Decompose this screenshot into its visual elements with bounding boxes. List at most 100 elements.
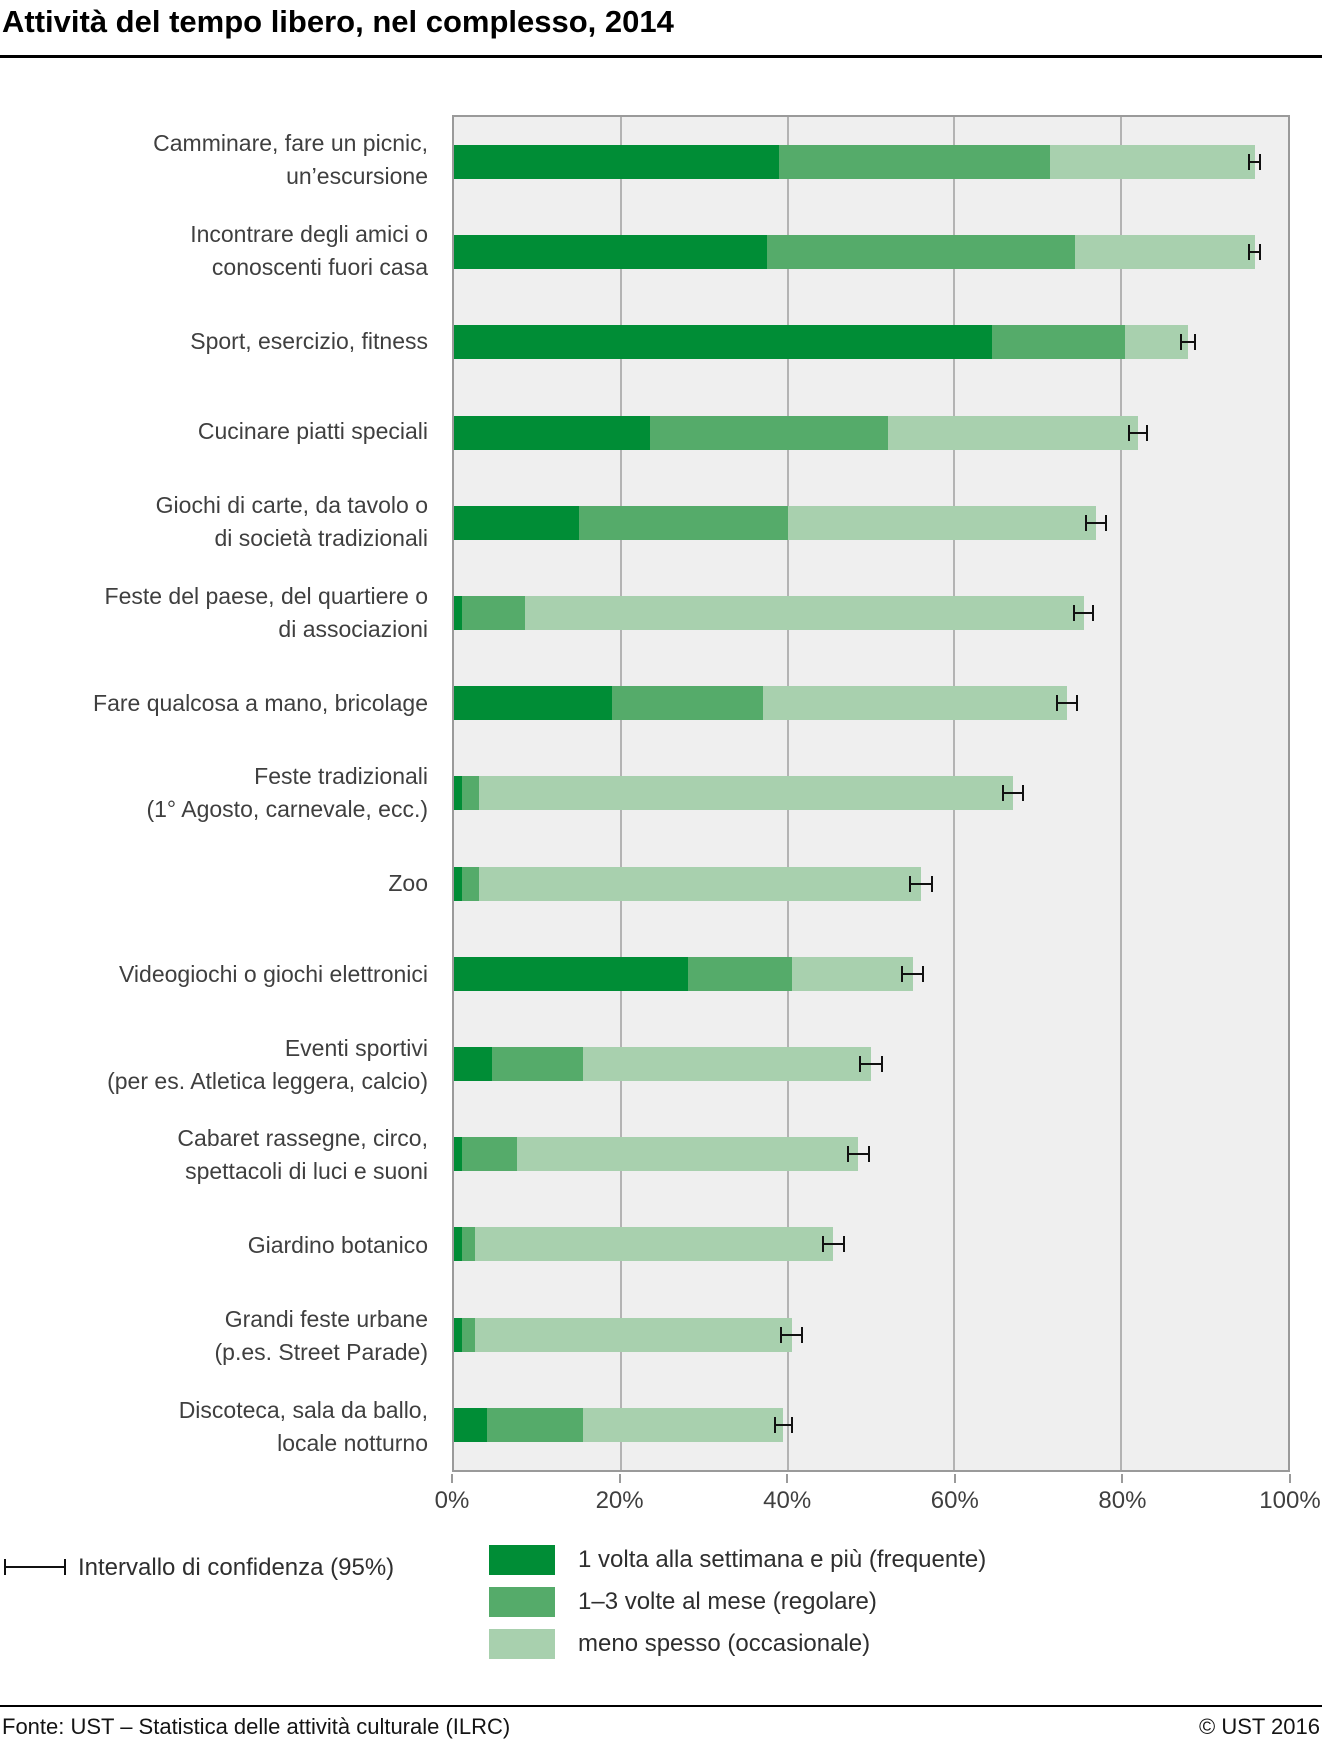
bar-segment-occasionale (762, 686, 1067, 721)
ci-whisker (1085, 514, 1107, 531)
ci-whisker (859, 1056, 883, 1073)
bar-segment-occasionale (524, 596, 1084, 631)
bar-segment-occasionale (479, 866, 922, 901)
category-label: Videogiochi o giochi elettronici (0, 929, 440, 1019)
bar-row (454, 1109, 1288, 1199)
legend-label-frequente: 1 volta alla settimana e più (frequente) (578, 1546, 987, 1573)
bar-segment-occasionale (583, 1047, 871, 1082)
bar-segment-occasionale (583, 1407, 784, 1442)
ci-whisker (1001, 785, 1024, 802)
bar-segment-frequente (454, 956, 688, 991)
bar-segment-frequente (454, 866, 463, 901)
bar-segment-regolare (462, 776, 479, 811)
category-label-line: Giochi di carte, da tavolo o (155, 492, 428, 519)
bar-segment-regolare (991, 325, 1126, 360)
bar-row (454, 117, 1288, 207)
category-label-line: Zoo (388, 870, 428, 897)
bar-segment-frequente (454, 1137, 463, 1172)
legend-swatch-occasionale (489, 1629, 555, 1659)
footer-source: Fonte: UST – Statistica delle attività c… (2, 1714, 511, 1739)
bar-row (454, 297, 1288, 387)
bar-row (454, 1019, 1288, 1109)
x-axis-tick (1289, 1474, 1291, 1483)
bar-segment-occasionale (474, 1227, 834, 1262)
bar-segment-occasionale (474, 1317, 792, 1352)
bar-row (454, 1199, 1288, 1289)
bar-row (454, 748, 1288, 838)
stacked-bar (454, 505, 1288, 540)
category-label: Cabaret rassegne, circo, spettacoli di lu… (0, 1110, 440, 1200)
ci-whisker (1247, 154, 1262, 171)
bar-segment-occasionale (1050, 145, 1255, 180)
category-label-line: Cabaret rassegne, circo, (177, 1125, 428, 1152)
category-label-line: Fare qualcosa a mano, bricolage (93, 689, 428, 716)
bar-segment-frequente (454, 1047, 492, 1082)
category-label: Eventi sportivi (per es. Atletica leggera… (0, 1020, 440, 1110)
x-axis-tick-label: 100% (1259, 1487, 1321, 1514)
category-label-line: Giardino botanico (247, 1232, 428, 1259)
category-label: Zoo (0, 839, 440, 929)
x-axis-tick (786, 1474, 789, 1483)
footer-copyright: © UST 2016 (1199, 1714, 1320, 1739)
ci-whisker (774, 1416, 793, 1433)
stacked-bar (454, 235, 1288, 270)
x-axis-tick-label: 60% (930, 1487, 979, 1514)
ci-whisker (1127, 424, 1148, 441)
category-label-line: Discoteca, sala da ballo, (178, 1396, 428, 1423)
legend-swatch-frequente (489, 1545, 555, 1575)
category-label-line: Eventi sportivi (284, 1034, 428, 1061)
category-label: Giardino botanico (0, 1201, 440, 1291)
bar-segment-regolare (462, 1137, 517, 1172)
bar-segment-frequente (454, 505, 580, 540)
category-labels: Camminare, fare un picnic, un’escursione I… (0, 115, 440, 1472)
category-label: Cucinare piatti speciali (0, 386, 440, 476)
bar-segment-frequente (454, 1317, 463, 1352)
category-label-line: spettacoli di luci e suoni (185, 1158, 428, 1185)
x-axis-tick (451, 1474, 453, 1483)
stacked-bar (454, 1137, 1288, 1172)
category-label-line: di società tradizionali (214, 525, 428, 552)
bar-segment-regolare (687, 956, 792, 991)
stacked-bar (454, 1407, 1288, 1442)
bar-segment-regolare (766, 235, 1076, 270)
category-label-line: Incontrare degli amici o (190, 220, 428, 247)
bar-row (454, 658, 1288, 748)
bar-segment-occasionale (787, 505, 1097, 540)
bar-segment-frequente (454, 145, 780, 180)
category-label-line: un’escursione (286, 163, 428, 190)
category-label-line: conoscenti fuori casa (211, 253, 428, 280)
category-label: Camminare, fare un picnic, un’escursione (0, 115, 440, 205)
bar-segment-occasionale (1125, 325, 1188, 360)
bar-row (454, 839, 1288, 929)
stacked-bar (454, 145, 1288, 180)
bar-segment-regolare (649, 415, 888, 450)
bar-segment-frequente (454, 415, 650, 450)
category-label-line: Videogiochi o giochi elettronici (119, 960, 428, 987)
ci-whisker (821, 1236, 846, 1253)
category-label: Giochi di carte, da tavolo o di società t… (0, 477, 440, 567)
ci-whisker (780, 1326, 804, 1343)
category-label-line: (p.es. Street Parade) (214, 1339, 429, 1366)
ci-whisker (901, 965, 925, 982)
x-axis-tick (953, 1474, 956, 1483)
bar-segment-frequente (454, 776, 463, 811)
category-label-line: Feste del paese, del quartiere o (104, 582, 428, 609)
bar-segment-frequente (454, 235, 767, 270)
bar-segment-regolare (779, 145, 1051, 180)
ci-whisker (1247, 244, 1262, 261)
bar-segment-occasionale (516, 1137, 859, 1172)
x-axis-tick-label: 80% (1098, 1487, 1147, 1514)
bar-row (454, 1380, 1288, 1470)
confidence-interval-glyph (4, 1559, 66, 1575)
x-axis-tick-label: 40% (763, 1487, 812, 1514)
bar-segment-frequente (454, 596, 463, 631)
category-label-line: Cucinare piatti speciali (197, 418, 428, 445)
legend-label-regolare: 1–3 volte al mese (regolare) (578, 1588, 877, 1615)
category-label: Discoteca, sala da ballo, locale notturno (0, 1382, 440, 1472)
bar-row (454, 207, 1288, 297)
bar-row (454, 388, 1288, 478)
category-label-line: Feste tradizionali (254, 763, 428, 790)
stacked-bar (454, 686, 1288, 721)
category-label-line: di associazioni (278, 615, 428, 642)
